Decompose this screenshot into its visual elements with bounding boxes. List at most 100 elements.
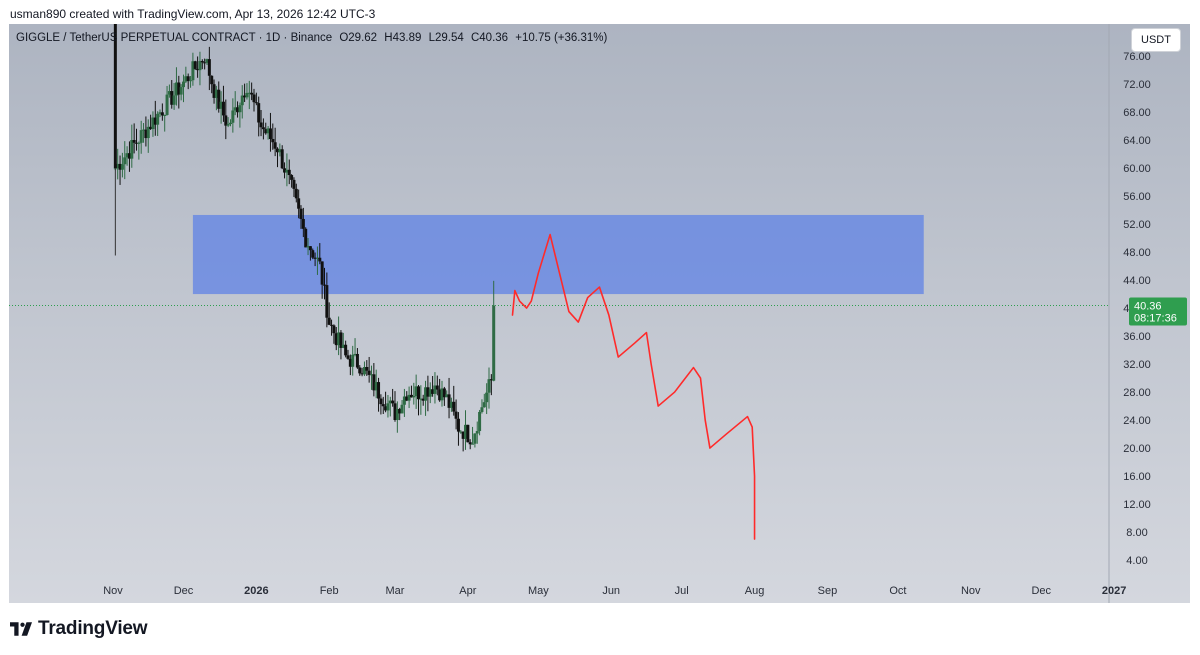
candle-body	[177, 82, 181, 95]
candle-body	[489, 379, 493, 381]
candle-body	[351, 354, 355, 367]
candle-body	[243, 95, 247, 98]
candle-body	[431, 389, 435, 394]
candle-body	[459, 431, 463, 433]
candle-body	[127, 153, 131, 159]
candle-body	[167, 91, 171, 95]
y-tick-label: 64.00	[1123, 135, 1151, 147]
candle-body	[304, 228, 308, 248]
candle-body	[454, 411, 458, 419]
ohlc-high: H43.89	[384, 32, 422, 44]
candle-body	[442, 388, 446, 398]
chart-caption: usman890 created with TradingView.com, A…	[10, 7, 376, 21]
candle-body	[424, 387, 428, 401]
forecast-projection-line	[511, 233, 756, 540]
candle-body	[480, 407, 484, 412]
candle-body	[407, 394, 411, 401]
x-axis: Nov Dec 2026 Feb Mar Apr May Jun Jul Aug Sep Oct Nov…	[103, 585, 1126, 597]
candle-body	[280, 149, 284, 169]
candle-body	[205, 59, 209, 63]
candle-body	[231, 110, 235, 123]
candle-body	[266, 128, 270, 134]
candle-body	[257, 103, 261, 123]
candle-body	[184, 76, 188, 82]
candle-body	[268, 128, 272, 140]
candle-body	[271, 139, 275, 143]
candle-body	[440, 388, 444, 401]
last-price-value: 40.36	[1134, 301, 1162, 313]
candle-body	[323, 284, 326, 286]
candle-body	[170, 91, 174, 105]
candle-body	[367, 370, 371, 375]
candle-body	[311, 250, 315, 258]
candle-body	[370, 374, 373, 376]
tradingview-brand[interactable]: TradingView	[10, 618, 148, 640]
y-tick-label: 44.00	[1123, 275, 1151, 287]
candle-body	[160, 112, 164, 116]
x-tick-label: Nov	[103, 585, 123, 597]
y-tick-label: 16.00	[1123, 471, 1151, 483]
price-chart[interactable]: 4.00 8.00 12.00 16.00 20.00 24.00 28.00 32.00 36…	[9, 24, 1190, 603]
chart-frame[interactable]: 4.00 8.00 12.00 16.00 20.00 24.00 28.00 32.00 36…	[9, 24, 1190, 603]
candle-body	[135, 142, 138, 144]
candle-body	[186, 76, 190, 81]
x-tick-label: Dec	[1031, 585, 1051, 597]
candle-body	[299, 208, 303, 219]
candle-body	[250, 92, 254, 95]
candle-body	[120, 164, 124, 170]
candle-body	[118, 163, 122, 170]
y-tick-label: 24.00	[1123, 415, 1151, 427]
currency-button[interactable]: USDT	[1131, 28, 1181, 52]
candle-body	[217, 89, 221, 109]
candle-body	[254, 102, 258, 104]
candle-body	[393, 403, 397, 421]
y-tick-label: 32.00	[1123, 359, 1151, 371]
candle-body	[388, 400, 392, 404]
candle-body	[362, 367, 366, 375]
candle-body	[492, 305, 496, 381]
candle-body	[478, 411, 482, 432]
candle-body	[245, 92, 249, 98]
x-tick-label: Nov	[961, 585, 981, 597]
price-change: +10.75 (+36.31%)	[515, 32, 608, 44]
candle-body	[332, 325, 336, 334]
candle-body	[409, 394, 413, 398]
candle-body	[360, 373, 364, 375]
last-price-badge	[1129, 297, 1187, 326]
candle-body	[212, 84, 216, 98]
candle-body	[229, 122, 232, 125]
y-tick-label: 8.00	[1126, 527, 1147, 539]
candle-body	[414, 386, 418, 397]
candle-body	[189, 80, 193, 82]
candle-body	[330, 324, 334, 326]
candle-body	[320, 261, 324, 285]
candle-body	[214, 89, 218, 98]
candle-body	[377, 382, 381, 399]
candle-body	[179, 87, 183, 95]
candle-body	[297, 198, 301, 209]
candle-body	[151, 117, 155, 130]
candle-body	[471, 443, 475, 445]
candle-body	[456, 418, 460, 432]
candles	[113, 24, 496, 452]
candle-body	[485, 392, 489, 403]
y-tick-label: 76.00	[1123, 51, 1151, 63]
candle-body	[447, 394, 451, 408]
candle-body	[412, 396, 416, 398]
candle-body	[344, 344, 348, 356]
candle-body	[146, 126, 150, 139]
candle-body	[402, 396, 406, 405]
candle-body	[172, 95, 176, 105]
candle-body	[259, 122, 263, 128]
candle-body	[461, 431, 465, 439]
candle-body	[475, 431, 479, 434]
candle-body	[116, 163, 120, 169]
candle-body	[264, 129, 268, 134]
candle-body	[240, 95, 244, 106]
y-tick-label: 52.00	[1123, 219, 1151, 231]
candle-body	[276, 148, 279, 153]
candle-body	[278, 149, 282, 153]
candle-body	[153, 117, 157, 125]
candle-body	[339, 332, 343, 348]
